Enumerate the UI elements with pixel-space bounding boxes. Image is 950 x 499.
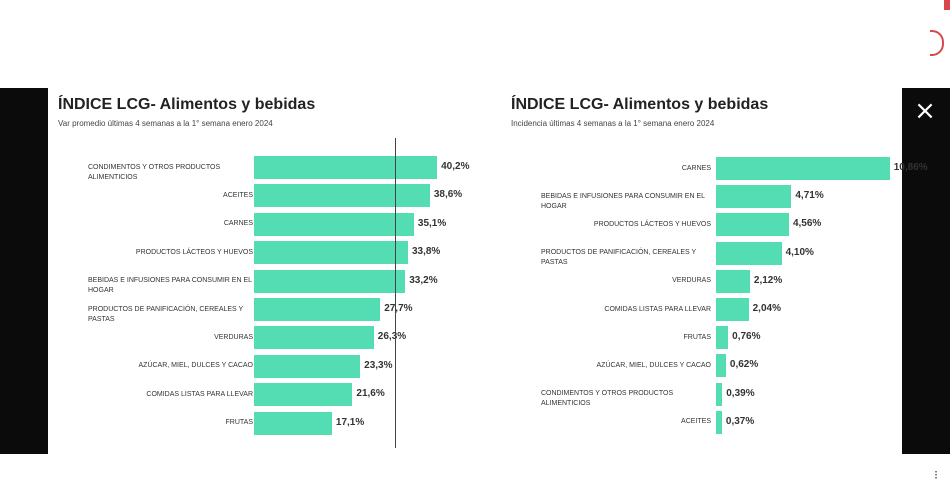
bar — [254, 212, 414, 236]
category-label: BEBIDAS E INFUSIONES PARA CONSUMIR EN EL… — [541, 192, 705, 210]
reference-line — [395, 138, 397, 448]
bar — [716, 354, 726, 378]
bar — [254, 354, 361, 378]
category-label: CARNES — [223, 220, 253, 228]
chart-title: ÍNDICE LCG- Alimentos y bebidas — [511, 96, 769, 113]
bar — [716, 241, 782, 265]
bar — [254, 383, 353, 407]
category-label: COMIDAS LISTAS PARA LLEVAR — [604, 305, 711, 313]
bar — [716, 213, 789, 237]
bar — [716, 382, 723, 406]
data-label: 0,62% — [729, 359, 759, 371]
category-label: VERDURAS — [214, 333, 253, 341]
bar — [716, 326, 729, 350]
chart-panel-variation: ÍNDICE LCG- Alimentos y bebidas Var prom… — [58, 88, 470, 454]
category-label: CARNES — [681, 164, 711, 172]
data-label: 33,2% — [409, 274, 438, 286]
category-label: BEBIDAS E INFUSIONES PARA CONSUMIR EN EL… — [88, 277, 252, 295]
data-label: 26,3% — [377, 331, 407, 343]
category-label: PRODUCTOS LÁCTEOS Y HUEVOS — [593, 220, 711, 228]
data-label: 23,3% — [364, 359, 393, 371]
data-label: 0,76% — [732, 331, 761, 343]
close-icon[interactable]: × — [914, 96, 936, 126]
data-label: 4,56% — [792, 218, 822, 230]
bar — [254, 298, 381, 321]
data-label: 0,37% — [725, 415, 755, 427]
bar — [254, 411, 332, 435]
chart-slide: ÍNDICE LCG- Alimentos y bebidas Var prom… — [48, 88, 928, 454]
bar — [716, 410, 722, 434]
bar — [254, 241, 408, 265]
category-label: COMIDAS LISTAS PARA LLEVAR — [146, 390, 253, 398]
category-label: FRUTAS — [225, 419, 253, 427]
bar — [254, 184, 430, 208]
category-label: VERDURAS — [672, 277, 711, 285]
chart-subtitle: Incidencia últimas 4 semanas a la 1° sem… — [511, 119, 715, 128]
category-label: PRODUCTOS DE PANIFICACIÓN, CEREALES Y PA… — [541, 249, 697, 267]
category-label: ACEITES — [223, 191, 253, 199]
category-label: CONDIMENTOS Y OTROS PRODUCTOS ALIMENTICI… — [88, 163, 221, 181]
category-label: PRODUCTOS LÁCTEOS Y HUEVOS — [135, 248, 253, 256]
bar — [254, 326, 374, 350]
category-label: PRODUCTOS DE PANIFICACIÓN, CEREALES Y PA… — [88, 305, 244, 323]
bar — [254, 156, 438, 179]
bar — [716, 298, 749, 321]
data-label: 35,1% — [417, 217, 447, 229]
data-label: 4,71% — [795, 190, 824, 202]
bar — [254, 269, 406, 293]
category-label: AZÚCAR, MIEL, DULCES Y CACAO — [596, 361, 712, 369]
data-label: 2,04% — [752, 303, 781, 314]
bar — [716, 157, 890, 180]
data-label: 38,6% — [433, 189, 463, 201]
top-bar — [0, 0, 950, 88]
more-options-icon[interactable]: ⁝ — [934, 468, 938, 482]
chart-subtitle: Var promedio últimas 4 semanas a la 1° s… — [58, 119, 273, 128]
data-label: 33,8% — [411, 246, 441, 258]
data-label: 4,10% — [785, 246, 814, 258]
category-label: CONDIMENTOS Y OTROS PRODUCTOS ALIMENTICI… — [541, 390, 674, 408]
data-label: 17,1% — [335, 416, 365, 428]
corner-accent — [944, 0, 950, 10]
bar — [716, 269, 750, 293]
data-label: 0,39% — [726, 387, 755, 399]
category-label: ACEITES — [681, 418, 711, 426]
bar — [716, 185, 792, 209]
corner-arc-icon — [930, 30, 944, 56]
chart-panel-incidence: ÍNDICE LCG- Alimentos y bebidas Incidenc… — [511, 88, 928, 454]
data-label: 40,2% — [441, 161, 470, 172]
category-label: FRUTAS — [683, 333, 711, 341]
data-label: 21,6% — [356, 388, 385, 400]
data-label: 10,86% — [893, 162, 928, 173]
category-label: AZÚCAR, MIEL, DULCES Y CACAO — [138, 362, 254, 370]
chart-title: ÍNDICE LCG- Alimentos y bebidas — [58, 96, 316, 113]
data-label: 27,7% — [384, 303, 413, 314]
data-label: 2,12% — [753, 274, 783, 286]
